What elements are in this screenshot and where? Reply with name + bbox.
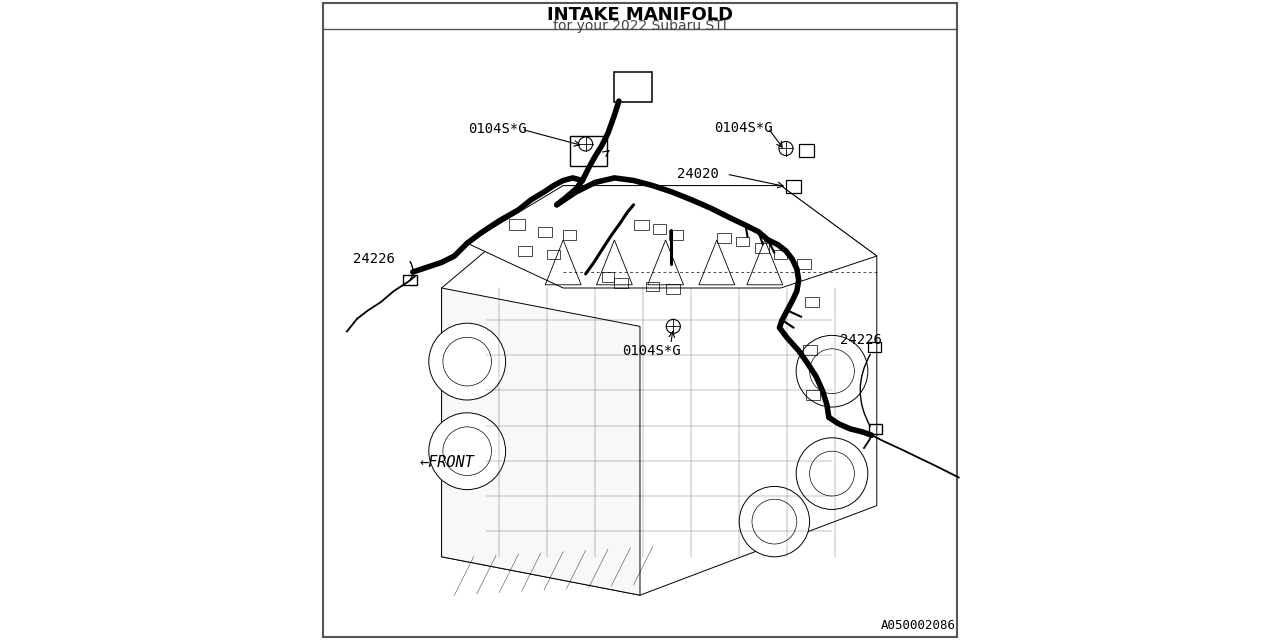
Bar bbox=[774, 250, 787, 259]
Bar bbox=[736, 237, 749, 246]
Bar bbox=[804, 345, 818, 355]
Text: 24020: 24020 bbox=[677, 167, 718, 181]
Polygon shape bbox=[467, 186, 877, 288]
Bar bbox=[786, 180, 801, 193]
Bar bbox=[602, 272, 614, 282]
Circle shape bbox=[429, 323, 506, 400]
Polygon shape bbox=[442, 186, 877, 595]
Text: 0104S*G: 0104S*G bbox=[468, 122, 527, 136]
Bar bbox=[508, 219, 525, 230]
Bar bbox=[805, 297, 819, 307]
Circle shape bbox=[579, 137, 593, 151]
Bar bbox=[646, 282, 659, 291]
Circle shape bbox=[796, 335, 868, 407]
Bar bbox=[869, 424, 882, 434]
Bar bbox=[570, 136, 607, 166]
Bar bbox=[614, 72, 652, 102]
Bar bbox=[548, 250, 561, 259]
Bar bbox=[614, 278, 628, 288]
Bar bbox=[806, 390, 820, 400]
Text: 24226: 24226 bbox=[353, 252, 396, 266]
Bar bbox=[653, 224, 666, 234]
Text: INTAKE MANIFOLD: INTAKE MANIFOLD bbox=[547, 6, 733, 24]
Bar bbox=[668, 230, 684, 240]
Bar bbox=[755, 243, 769, 253]
Bar bbox=[518, 246, 532, 256]
Text: 0104S*G: 0104S*G bbox=[714, 121, 773, 135]
Bar bbox=[634, 220, 649, 230]
Bar bbox=[666, 284, 680, 294]
Bar bbox=[796, 259, 812, 269]
Bar bbox=[403, 275, 417, 285]
Text: ←FRONT: ←FRONT bbox=[420, 454, 474, 470]
Circle shape bbox=[667, 319, 681, 333]
Circle shape bbox=[740, 486, 810, 557]
Circle shape bbox=[429, 413, 506, 490]
Text: A050002086: A050002086 bbox=[881, 620, 955, 632]
Bar bbox=[868, 342, 881, 352]
Polygon shape bbox=[442, 288, 640, 595]
Text: 0104S*G: 0104S*G bbox=[622, 344, 681, 358]
Text: 24226: 24226 bbox=[840, 333, 882, 348]
Circle shape bbox=[796, 438, 868, 509]
Bar bbox=[563, 230, 576, 240]
Bar bbox=[717, 233, 731, 243]
Circle shape bbox=[778, 141, 792, 156]
Bar bbox=[799, 144, 814, 157]
Bar bbox=[538, 227, 552, 237]
Text: for your 2022 Subaru STI: for your 2022 Subaru STI bbox=[553, 19, 727, 33]
